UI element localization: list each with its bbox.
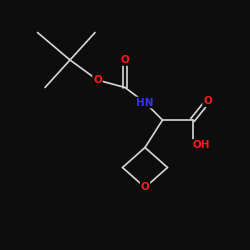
Text: O: O [203, 96, 212, 106]
Text: OH: OH [192, 140, 210, 150]
Text: O: O [140, 182, 149, 192]
Text: HN: HN [136, 98, 154, 108]
Text: O: O [93, 75, 102, 85]
Text: O: O [120, 55, 130, 65]
